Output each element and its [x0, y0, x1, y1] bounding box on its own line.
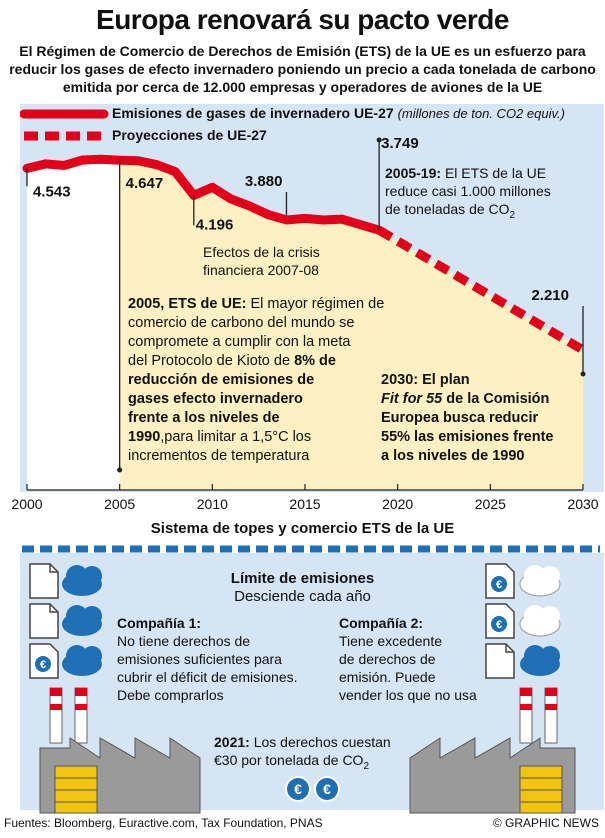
right-allowance-icons: € €	[485, 563, 561, 679]
crisis-annotation: Efectos de la crisis financiera 2007-08	[203, 244, 320, 278]
fit-for-55-annotation: 2030: El plan Fit for 55 de la Comisión …	[381, 372, 554, 464]
document-icon	[485, 643, 515, 679]
page-title: Europa renovará su pacto verde	[96, 4, 509, 35]
x-tick-label: 2005	[104, 496, 135, 512]
emission-limit: Límite de emisiones Desciende cada año	[230, 570, 375, 605]
legend-projection: Proyecciones de UE-27	[112, 127, 267, 143]
data-label: 4.543	[33, 183, 71, 200]
x-tick-label: 2020	[382, 496, 413, 512]
legend-actual: Emisiones de gases de invernadero UE-27 …	[112, 105, 565, 121]
legend-swatches	[20, 109, 109, 141]
cap-trade-title: Sistema de topes y comercio ETS de la UE	[150, 520, 455, 537]
series-line-projection	[376, 226, 586, 354]
cloud-icon	[62, 645, 102, 676]
data-label: 4.647	[126, 175, 164, 192]
data-label: 3.880	[245, 173, 283, 190]
euro-certificate-icon: €	[29, 643, 59, 679]
page-subtitle: El Régimen de Comercio de Derechos de Em…	[9, 43, 596, 95]
document-icon	[29, 603, 59, 639]
factory-right-icon	[409, 687, 576, 814]
document-icon	[29, 563, 59, 599]
svg-text:€: €	[323, 781, 331, 797]
cloud-icon	[520, 645, 560, 676]
cloud-icon	[519, 565, 561, 597]
ets-area	[119, 160, 584, 490]
data-label: 4.196	[196, 216, 234, 233]
legend-unit: (millones de ton. CO2 equiv.)	[397, 106, 565, 121]
euro-coins-icon: € €	[285, 776, 340, 802]
label-dot	[376, 137, 382, 143]
company-1-description: Compañía 1: No tiene derechos de emision…	[117, 615, 298, 703]
x-tick-label: 2010	[197, 496, 228, 512]
cap-trade-illustration: € € € € €	[22, 545, 600, 814]
svg-text:€: €	[496, 579, 502, 591]
euro-certificate-icon: €	[485, 603, 515, 639]
pre-ets-area	[27, 159, 120, 490]
x-tick-label: 2015	[289, 496, 320, 512]
sources: Fuentes: Bloomberg, Euractive.com, Tax F…	[4, 816, 323, 830]
credit: © GRAPHIC NEWS	[492, 816, 599, 830]
euro-certificate-icon: €	[485, 563, 515, 599]
x-tick-label: 2025	[475, 496, 506, 512]
cloud-icon	[62, 565, 102, 596]
svg-text:€: €	[496, 619, 502, 631]
series-line-actual	[22, 154, 384, 235]
svg-text:€: €	[40, 659, 46, 671]
data-label: 2.210	[531, 287, 569, 304]
left-allowance-icons: €	[29, 563, 102, 679]
cloud-icon	[62, 605, 102, 636]
cloud-icon	[519, 605, 561, 637]
svg-text:€: €	[294, 781, 302, 797]
label-dot	[117, 467, 123, 473]
emissions-chart: 4.543 4.647 4.196 3.880 3.749 2.210 2000 2005 20…	[11, 135, 598, 512]
x-tick-label: 2030	[567, 496, 598, 512]
ets-2005-annotation: 2005, ETS de UE: El mayor régimen de com…	[128, 296, 385, 464]
company-2-description: Compañía 2: Tiene excedente de derechos …	[339, 615, 477, 703]
data-label: 3.749	[381, 135, 419, 152]
label-dot	[580, 371, 586, 377]
price-2021-annotation: 2021: Los derechos cuestan €30 por tonel…	[214, 734, 391, 772]
ets-2005-19-annotation: 2005-19: El ETS de la UE reduce casi 1.0…	[385, 165, 551, 221]
factory-left-icon	[39, 687, 201, 814]
x-tick-label: 2000	[11, 496, 42, 512]
